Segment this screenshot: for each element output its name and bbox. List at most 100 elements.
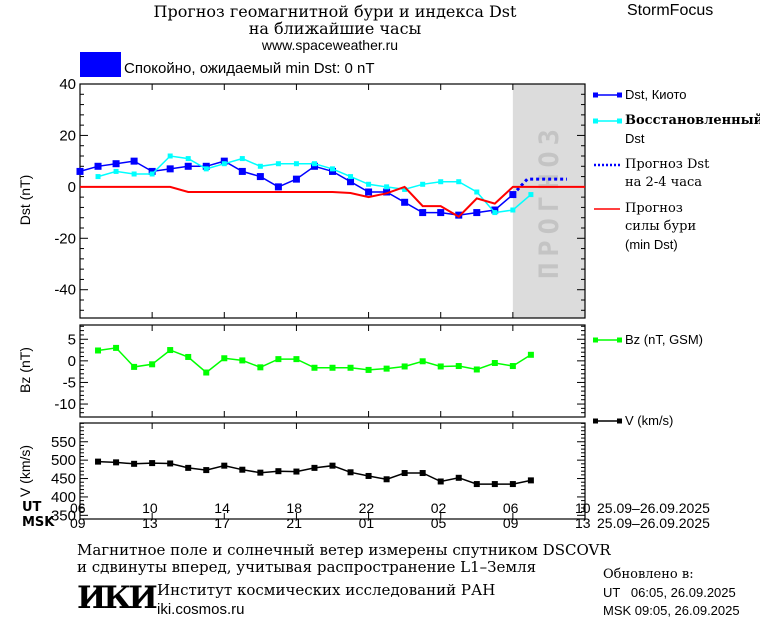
data-point-bz bbox=[329, 364, 336, 371]
data-point-bz bbox=[131, 363, 138, 370]
site-url[interactable]: www.spaceweather.ru bbox=[261, 37, 399, 53]
timeline-ut-tick: 06 bbox=[70, 500, 86, 516]
data-point-bz bbox=[473, 366, 480, 373]
timeline-msk-tick: 01 bbox=[358, 515, 375, 531]
data-point-v bbox=[509, 481, 516, 488]
y-axis-label: Dst (nT) bbox=[17, 175, 33, 226]
data-point-v bbox=[311, 464, 318, 471]
data-point-dst bbox=[274, 183, 282, 191]
y-tick-label: 0 bbox=[68, 179, 76, 196]
data-point-v bbox=[167, 460, 174, 467]
forecast-watermark: ПРОГНОЗ bbox=[534, 123, 565, 279]
updated-msk: MSK 09:05, 26.09.2025 bbox=[603, 603, 740, 618]
legend-v-swatch-marker bbox=[617, 418, 622, 424]
timeline-msk-tick: 17 bbox=[214, 515, 230, 531]
legend-restored-dst-label2: Dst bbox=[625, 131, 645, 146]
y-tick-label: -10 bbox=[54, 396, 76, 413]
y-axis-label: Bz (nT) bbox=[17, 347, 33, 393]
data-point-bz bbox=[149, 361, 156, 368]
timeline-ut-tick: 10 bbox=[575, 500, 591, 516]
data-point-bz bbox=[167, 347, 174, 354]
data-point-dst bbox=[310, 162, 318, 170]
data-point-v bbox=[257, 469, 264, 476]
data-point-bz bbox=[185, 353, 192, 360]
data-point-dst bbox=[455, 211, 463, 219]
timeline-msk-dates: 25.09–26.09.2025 bbox=[597, 515, 710, 531]
data-point-dst bbox=[402, 186, 408, 192]
data-point-bz bbox=[455, 363, 462, 370]
data-point-dst bbox=[311, 161, 317, 167]
footer-note-line1: Магнитное поле и солнечный ветер измерен… bbox=[77, 541, 611, 559]
data-point-dst bbox=[130, 157, 138, 165]
data-point-dst bbox=[131, 171, 137, 177]
data-point-bz bbox=[437, 363, 444, 370]
legend-dst-kyoto-swatch-marker bbox=[593, 92, 598, 98]
y-axis-label: V (km/s) bbox=[17, 445, 33, 497]
data-point-v bbox=[185, 464, 192, 471]
footer-note-line2: и сдвинуты вперед, учитывая распростране… bbox=[77, 558, 537, 576]
data-point-dst bbox=[202, 162, 210, 170]
legend-storm-forecast-label3: (min Dst) bbox=[625, 237, 678, 252]
data-point-bz bbox=[113, 344, 120, 351]
data-point-bz bbox=[221, 355, 228, 362]
data-point-v bbox=[275, 468, 282, 475]
y-tick-label: 5 bbox=[68, 331, 76, 348]
data-point-bz bbox=[203, 369, 210, 376]
data-point-dst bbox=[510, 207, 516, 213]
data-point-dst bbox=[473, 209, 481, 217]
data-point-v bbox=[329, 462, 336, 469]
data-point-dst bbox=[292, 175, 300, 183]
data-point-bz bbox=[239, 357, 246, 364]
panel-bz: 5 0 -5 -10 Bz (nT) bbox=[17, 324, 586, 418]
data-point-dst bbox=[492, 210, 498, 216]
data-point-dst bbox=[256, 173, 264, 181]
data-point-dst bbox=[329, 167, 336, 175]
data-point-dst bbox=[94, 162, 102, 170]
data-point-bz bbox=[275, 356, 282, 363]
legend-bz-label: Bz (nT, GSM) bbox=[625, 332, 704, 347]
legend-dst-kyoto-label: Dst, Киото bbox=[625, 87, 687, 102]
data-point-dst bbox=[528, 192, 534, 198]
timeline-ut-tick: 02 bbox=[430, 500, 447, 516]
data-point-dst bbox=[438, 179, 444, 185]
data-point-v bbox=[401, 470, 408, 477]
data-point-v bbox=[491, 481, 498, 488]
data-point-dst bbox=[491, 206, 499, 214]
series-line-dst-2 bbox=[511, 177, 567, 196]
data-point-dst bbox=[76, 167, 84, 175]
data-point-dst bbox=[420, 181, 426, 187]
data-point-dst bbox=[167, 153, 173, 159]
data-point-bz bbox=[491, 360, 498, 367]
data-point-dst bbox=[456, 179, 462, 185]
legend-dst-kyoto-swatch-marker bbox=[617, 92, 622, 98]
timeline-ut-tick: 18 bbox=[286, 500, 302, 516]
institute-link[interactable]: iki.cosmos.ru bbox=[157, 601, 245, 618]
series-line-dst-3 bbox=[80, 185, 585, 218]
data-point-v bbox=[203, 467, 210, 474]
data-point-v bbox=[365, 472, 372, 479]
page-title: Прогноз геомагнитной бури и индекса Dst bbox=[153, 2, 517, 21]
data-point-dst bbox=[474, 189, 480, 195]
iki-logo: ИКИ bbox=[77, 580, 158, 616]
data-point-dst bbox=[365, 188, 373, 196]
data-point-bz bbox=[257, 364, 264, 371]
legend-storm-forecast-label2: силы бури bbox=[625, 219, 697, 234]
data-point-dst bbox=[184, 162, 192, 170]
y-tick-label: 500 bbox=[51, 452, 76, 469]
y-tick-label: -5 bbox=[63, 374, 76, 391]
data-point-v bbox=[113, 459, 120, 466]
data-point-v bbox=[437, 478, 444, 485]
status-color-indicator bbox=[80, 52, 121, 77]
timeline-msk-tick: 09 bbox=[502, 515, 519, 531]
data-point-bz bbox=[401, 363, 408, 370]
y-tick-label: -40 bbox=[54, 282, 76, 299]
data-point-dst bbox=[203, 166, 209, 172]
updated-label: Обновлено в: bbox=[603, 567, 694, 582]
timeline-msk-tick: 05 bbox=[430, 515, 447, 531]
data-point-bz bbox=[383, 365, 390, 372]
data-point-bz bbox=[293, 356, 300, 363]
timeline-ut-tick: 14 bbox=[214, 500, 230, 516]
data-point-bz bbox=[311, 364, 318, 371]
